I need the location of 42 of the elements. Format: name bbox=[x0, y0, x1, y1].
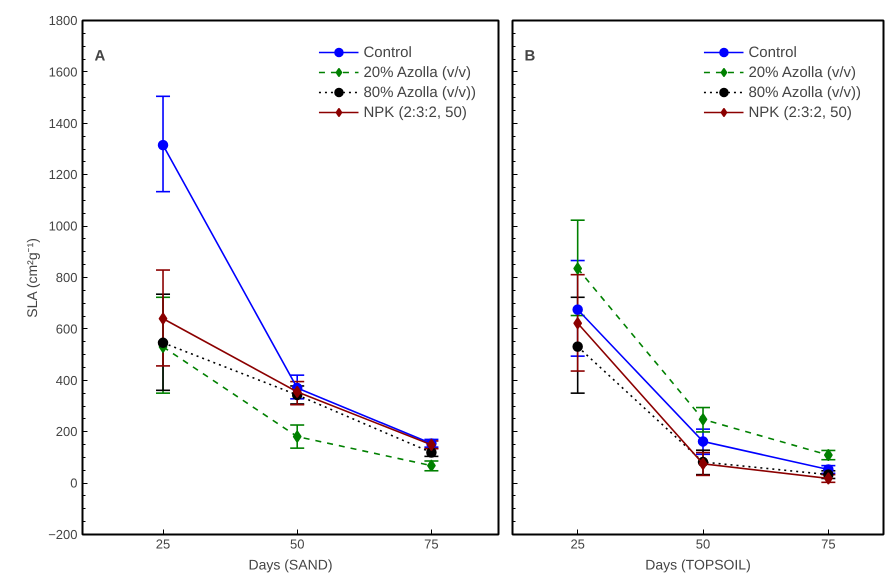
x-axis-title: Days (SAND) bbox=[248, 556, 333, 572]
point bbox=[292, 430, 302, 443]
point bbox=[572, 341, 583, 352]
y-tick-label: 1000 bbox=[48, 218, 78, 234]
legend-label: Control bbox=[748, 44, 797, 60]
point bbox=[426, 438, 436, 452]
annotation: B bbox=[524, 48, 536, 64]
y-tick-label: 1600 bbox=[48, 64, 78, 80]
point bbox=[824, 448, 833, 462]
y-tick-label: 600 bbox=[56, 321, 78, 336]
point bbox=[698, 436, 708, 447]
legend-label: 80% Azolla (v/v)) bbox=[363, 84, 476, 100]
y-tick-label: 0 bbox=[70, 476, 78, 491]
y-tick-label: 200 bbox=[56, 424, 78, 440]
y-tick-label: 1400 bbox=[48, 116, 78, 131]
x-tick-label: 75 bbox=[424, 536, 439, 552]
point bbox=[572, 304, 583, 315]
y-tick-label: −200 bbox=[48, 527, 78, 542]
y-tick-label: 800 bbox=[56, 270, 78, 285]
legend-label: 20% Azolla (v/v) bbox=[748, 64, 856, 80]
point bbox=[158, 338, 168, 348]
point bbox=[573, 262, 582, 275]
y-axis-title: SLA (cm²g⁻¹) bbox=[24, 238, 40, 318]
point bbox=[158, 140, 168, 150]
x-tick-label: 75 bbox=[821, 536, 836, 552]
legend-label: 80% Azolla (v/v)) bbox=[748, 84, 861, 100]
point bbox=[292, 386, 302, 398]
legend-label: NPK (2:3:2, 50) bbox=[748, 104, 852, 120]
point bbox=[573, 316, 582, 330]
annotation: A bbox=[94, 48, 106, 64]
x-tick-label: 25 bbox=[156, 536, 170, 552]
legend-label: 20% Azolla (v/v) bbox=[363, 64, 471, 80]
y-tick-label: 1200 bbox=[48, 167, 78, 182]
x-tick-label: 25 bbox=[570, 536, 585, 552]
x-tick-label: 50 bbox=[696, 536, 710, 552]
legend-label: NPK (2:3:2, 50) bbox=[363, 104, 467, 120]
x-tick-label: 50 bbox=[290, 536, 304, 552]
y-tick-label: 400 bbox=[56, 372, 78, 388]
point bbox=[824, 472, 833, 485]
y-tick-label: 1800 bbox=[48, 13, 78, 28]
legend-label: Control bbox=[363, 44, 412, 60]
x-axis-title: Days (TOPSOIL) bbox=[645, 556, 751, 572]
